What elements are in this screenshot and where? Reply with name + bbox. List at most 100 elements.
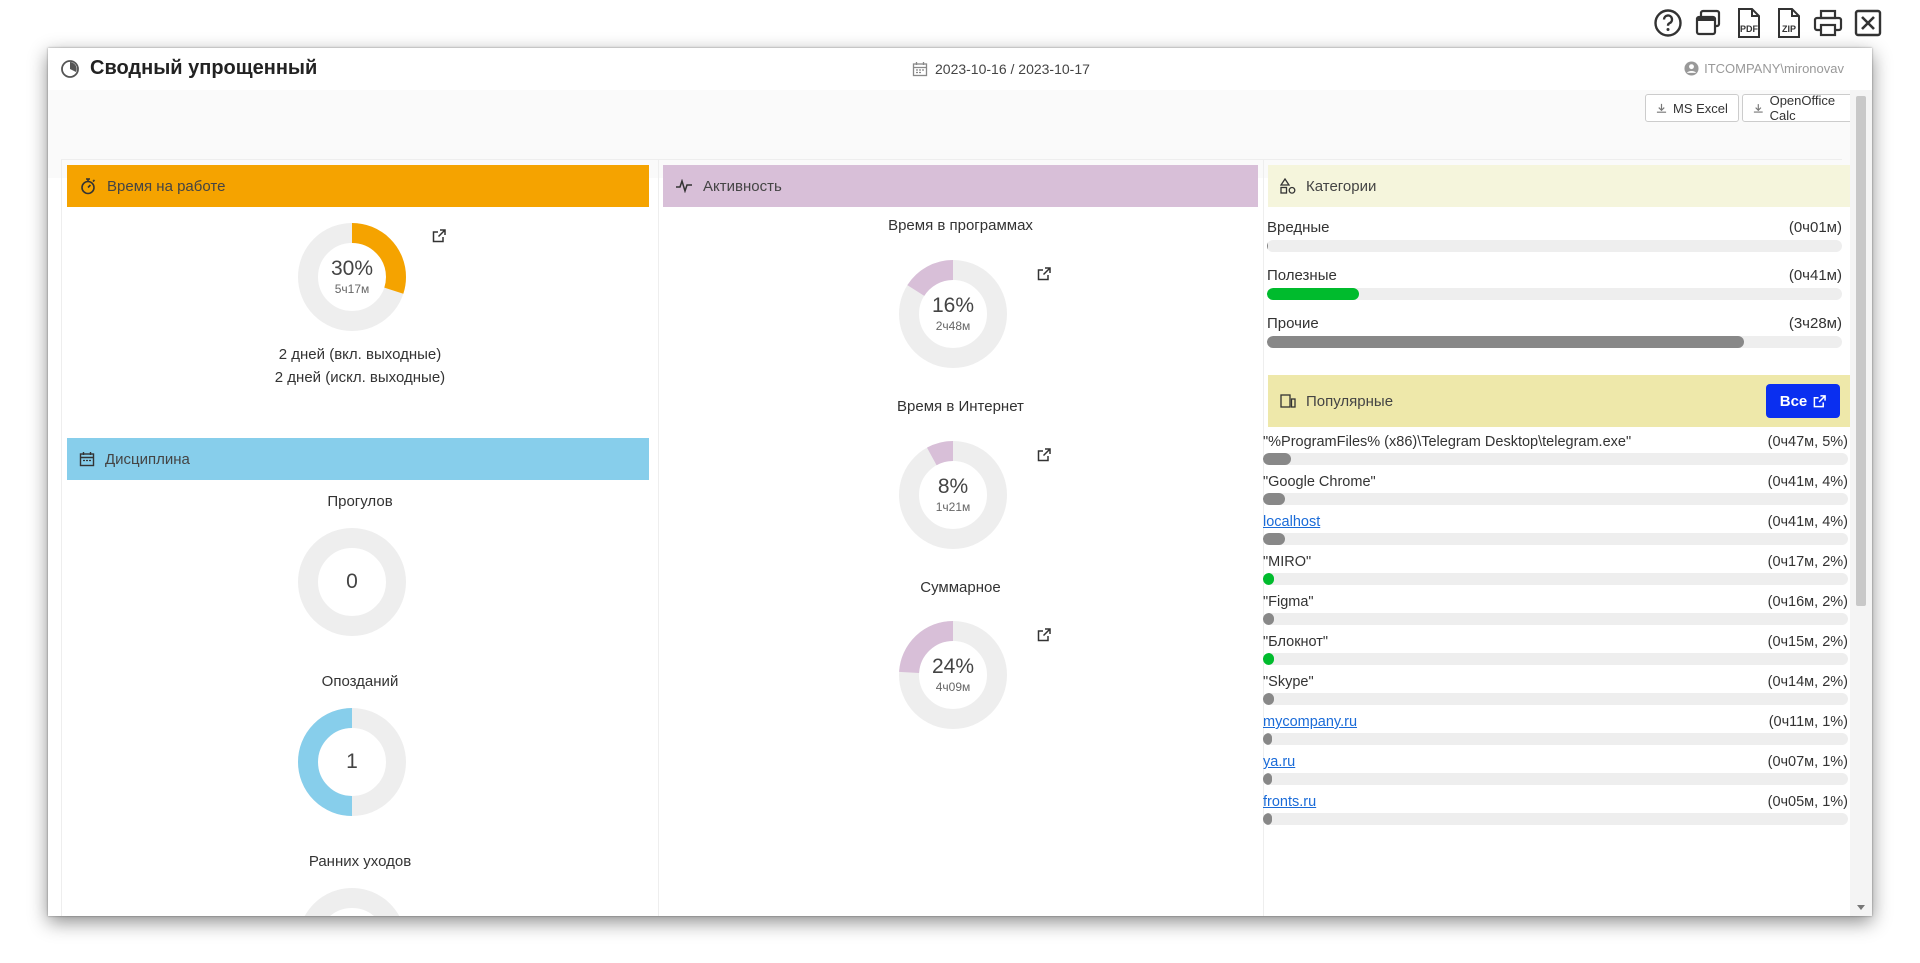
total-donut: 24% 4ч09м [896,618,1010,732]
stopwatch-icon [81,178,96,195]
export-calc-label: OpenOffice Calc [1769,93,1836,123]
popular-bar-fill [1263,493,1286,505]
work-time-percent: 30% [330,257,374,280]
scroll-down-icon[interactable] [1856,904,1866,912]
popular-all-button[interactable]: Все [1766,384,1840,418]
help-icon[interactable] [1650,6,1686,40]
popular-app-name: "Блокнот" [1263,634,1329,650]
category-fill [1267,336,1745,348]
popular-site-link[interactable]: fronts.ru [1263,794,1317,810]
work-time-donut: 30% 5ч17м [295,220,409,334]
popular-bar [1263,773,1848,785]
early-leave-label: Ранних уходов [308,853,412,870]
popular-bar-fill [1263,653,1275,665]
popular-row-label-line: "MIRO" (0ч17м, 2%) [1263,554,1848,570]
popular-value: (0ч16м, 2%) [1767,594,1848,610]
close-icon[interactable] [1850,6,1886,40]
discipline-header: Дисциплина [67,438,649,480]
user-icon [1684,61,1699,76]
popular-bar [1263,533,1848,545]
top-toolbar: PDF ZIP [1650,6,1886,40]
shapes-icon [1280,178,1296,194]
popular-row: mycompany.ru (0ч11м, 1%) [1263,714,1848,745]
category-row: Вредные (0ч01м) [1267,219,1842,252]
popular-row-label-line: "Google Chrome" (0ч41м, 4%) [1263,474,1848,490]
popular-app-name: "Skype" [1263,674,1314,690]
external-link-icon [1813,394,1827,407]
popular-value: (0ч41м, 4%) [1767,514,1848,530]
user-name: ITCOMPANY\mironovav [1704,61,1844,76]
vertical-scrollbar[interactable] [1850,90,1872,916]
popular-site-link[interactable]: localhost [1263,514,1321,530]
total-external-link-icon[interactable] [1037,628,1051,642]
popular-row: "Figma" (0ч16м, 2%) [1263,594,1848,625]
late-arc [298,708,353,816]
total-duration: 4ч09м [935,680,971,694]
popular-bar-fill [1263,453,1291,465]
programs-donut: 16% 2ч48м [896,257,1010,371]
category-label: Полезные [1267,267,1337,284]
popular-app-name: "Figma" [1263,594,1314,610]
popular-bar-fill [1263,773,1273,785]
work-time-duration: 5ч17м [334,282,370,296]
internet-duration: 1ч21м [935,500,971,514]
column-activity: Активность Время в программах 16% 2ч48м … [658,160,1264,916]
absences-label: Прогулов [327,493,393,510]
work-time-header: Время на работе [67,165,649,207]
popular-bar-fill [1263,613,1275,625]
popular-bar-fill [1263,813,1273,825]
popular-row: localhost (0ч41м, 4%) [1263,514,1848,545]
popular-site-link[interactable]: ya.ru [1263,754,1296,770]
popular-site-link[interactable]: mycompany.ru [1263,714,1358,730]
popular-row-label-line: "Skype" (0ч14м, 2%) [1263,674,1848,690]
popular-bar [1263,653,1848,665]
programs-external-link-icon[interactable] [1037,267,1051,281]
column-work-discipline: Время на работе 30% 5ч17м 2 дней (вкл. в… [62,160,659,916]
early-leave-donut [295,885,409,916]
popular-value: (0ч41м, 4%) [1767,474,1848,490]
print-icon[interactable] [1810,6,1846,40]
popular-value: (0ч07м, 1%) [1767,754,1848,770]
popular-row: fronts.ru (0ч05м, 1%) [1263,794,1848,825]
popular-row-label-line: fronts.ru (0ч05м, 1%) [1263,794,1848,810]
category-fill [1267,288,1359,300]
pulse-icon [676,179,692,193]
scrollbar-thumb[interactable] [1856,96,1866,606]
programs-arc [899,260,1007,368]
popular-app-name: "Google Chrome" [1263,474,1376,490]
category-bar [1267,336,1842,348]
date-range[interactable]: 2023-10-16 / 2023-10-17 [912,61,1090,77]
internet-donut: 8% 1ч21м [896,438,1010,552]
export-excel-button[interactable]: MS Excel [1645,94,1739,122]
zip-icon-label: ZIP [1782,24,1796,34]
popular-row-label-line: "Блокнот" (0ч15м, 2%) [1263,634,1848,650]
popular-value: (0ч11м, 1%) [1768,714,1848,730]
total-percent: 24% [931,655,975,678]
absences-donut: 0 [295,525,409,639]
page-title: Сводный упрощенный [90,57,318,79]
category-value: (3ч28м) [1788,315,1842,332]
popular-row: "Блокнот" (0ч15м, 2%) [1263,634,1848,665]
work-time-external-link-icon[interactable] [432,229,446,243]
category-bar [1267,288,1842,300]
late-label: Опозданий [321,673,399,690]
activity-header: Активность [663,165,1258,207]
days-incl-weekends: 2 дней (вкл. выходные) [278,346,442,363]
windows-icon[interactable] [1690,6,1726,40]
programs-percent: 16% [931,294,975,317]
popular-bar-fill [1263,693,1275,705]
category-value: (0ч41м) [1788,267,1842,284]
popular-bar-fill [1263,533,1286,545]
zip-icon[interactable]: ZIP [1770,6,1806,40]
popular-row: "MIRO" (0ч17м, 2%) [1263,554,1848,585]
absences-value: 0 [346,570,358,593]
popular-value: (0ч05м, 1%) [1767,794,1848,810]
category-row: Прочие (3ч28м) [1267,315,1842,348]
popular-bar [1263,693,1848,705]
discipline-title: Дисциплина [105,450,190,468]
internet-external-link-icon[interactable] [1037,448,1051,462]
categories-header: Категории [1268,165,1850,207]
popular-app-name: "MIRO" [1263,554,1312,570]
device-icon [1280,394,1296,408]
pdf-icon[interactable]: PDF [1730,6,1766,40]
